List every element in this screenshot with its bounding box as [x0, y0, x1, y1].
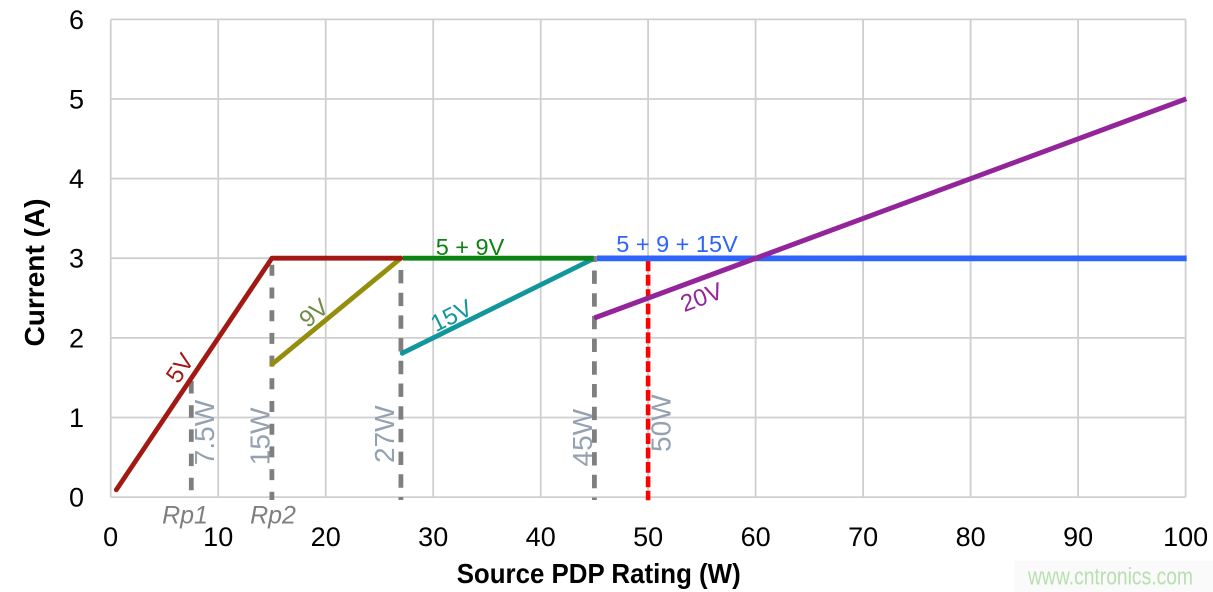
svg-text:5 + 9V: 5 + 9V [436, 234, 505, 260]
svg-text:6: 6 [69, 5, 84, 35]
svg-text:0: 0 [103, 522, 118, 552]
svg-text:50: 50 [633, 522, 663, 552]
svg-text:Source PDP Rating (W): Source PDP Rating (W) [457, 558, 741, 589]
svg-text:www.cntronics.com: www.cntronics.com [1027, 564, 1193, 591]
svg-text:30: 30 [418, 522, 448, 552]
svg-text:60: 60 [741, 522, 771, 552]
svg-text:7.5W: 7.5W [189, 399, 220, 465]
svg-text:100: 100 [1163, 522, 1208, 552]
svg-text:15W: 15W [245, 407, 276, 465]
svg-text:10: 10 [203, 522, 233, 552]
svg-text:45W: 45W [567, 408, 598, 466]
svg-text:Rp1: Rp1 [162, 502, 208, 530]
svg-text:27W: 27W [369, 405, 400, 463]
svg-text:40: 40 [526, 522, 556, 552]
svg-text:3: 3 [69, 244, 84, 274]
svg-text:5: 5 [69, 85, 84, 115]
svg-text:Current (A): Current (A) [19, 199, 50, 347]
svg-text:Rp2: Rp2 [250, 502, 296, 530]
svg-text:2: 2 [69, 323, 84, 353]
svg-text:0: 0 [69, 483, 84, 513]
svg-text:1: 1 [69, 403, 84, 433]
svg-text:80: 80 [956, 522, 986, 552]
svg-text:70: 70 [848, 522, 878, 552]
svg-text:5 + 9 + 15V: 5 + 9 + 15V [616, 231, 738, 257]
svg-text:20: 20 [311, 522, 341, 552]
svg-text:90: 90 [1063, 522, 1093, 552]
svg-text:4: 4 [69, 164, 84, 194]
svg-text:50W: 50W [646, 394, 677, 452]
